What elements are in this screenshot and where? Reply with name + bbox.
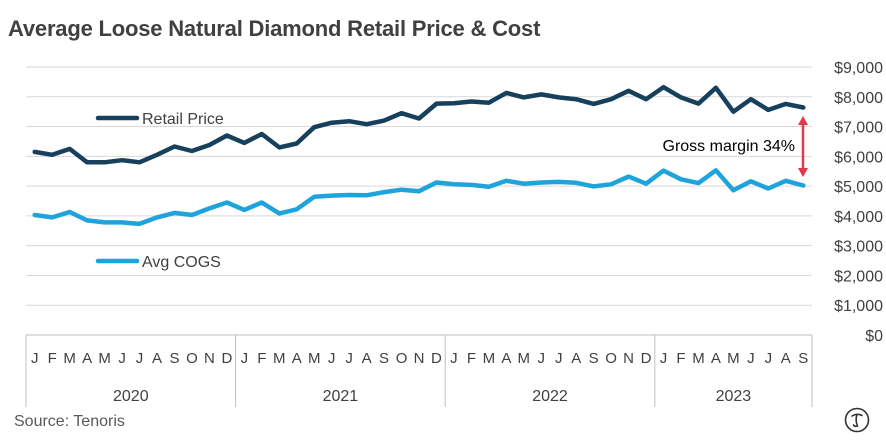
x-tick-label: J: [765, 350, 773, 367]
x-tick-label: O: [396, 350, 408, 367]
x-tick-label: D: [221, 350, 232, 367]
x-axis-years: 2020 2021 2022 2023: [113, 388, 751, 405]
x-tick-label: S: [589, 350, 599, 367]
x-tick-label: J: [118, 350, 126, 367]
y-tick-label: $2,000: [834, 268, 883, 285]
year-label: 2023: [716, 388, 752, 405]
x-tick-label: J: [31, 350, 39, 367]
x-tick-label: F: [467, 350, 476, 367]
x-tick-label: D: [641, 350, 652, 367]
x-tick-label: M: [98, 350, 111, 367]
x-tick-label: D: [431, 350, 442, 367]
y-tick-label: $8,000: [834, 90, 883, 107]
year-label: 2022: [532, 388, 568, 405]
y-tick-label: $6,000: [834, 149, 883, 166]
x-tick-label: M: [518, 350, 531, 367]
x-tick-label: J: [450, 350, 458, 367]
x-tick-label: J: [345, 350, 353, 367]
legend-label: Avg COGS: [142, 254, 221, 271]
x-tick-label: M: [483, 350, 496, 367]
x-tick-label: F: [257, 350, 266, 367]
x-tick-label: A: [781, 350, 791, 367]
y-tick-label: $9,000: [834, 60, 883, 77]
margin-arrow-head-top: [798, 116, 808, 125]
chart-title: Average Loose Natural Diamond Retail Pri…: [8, 16, 541, 41]
x-tick-label: M: [308, 350, 321, 367]
x-tick-label: A: [152, 350, 162, 367]
x-tick-label: A: [292, 350, 302, 367]
y-tick-label: $0: [865, 328, 883, 345]
x-tick-label: S: [379, 350, 389, 367]
y-axis-ticks: $0 $1,000 $2,000 $3,000 $4,000 $5,000 $6,000 $7…: [834, 60, 883, 345]
x-tick-label: A: [501, 350, 511, 367]
year-label: 2021: [323, 388, 359, 405]
legend: Retail Price Avg COGS: [95, 111, 224, 271]
year-label: 2020: [113, 388, 149, 405]
x-tick-label: M: [273, 350, 286, 367]
source-note: Source: Tenoris: [14, 413, 125, 430]
x-tick-label: M: [63, 350, 76, 367]
x-tick-label: S: [798, 350, 808, 367]
legend-label: Retail Price: [142, 111, 224, 128]
x-tick-label: M: [727, 350, 740, 367]
x-tick-label: A: [82, 350, 92, 367]
x-tick-label: O: [605, 350, 617, 367]
x-tick-label: N: [204, 350, 215, 367]
gross-margin-annotation: Gross margin 34%: [663, 116, 808, 177]
x-tick-label: J: [555, 350, 563, 367]
x-tick-label: J: [538, 350, 546, 367]
x-tick-label: A: [711, 350, 721, 367]
x-tick-label: A: [571, 350, 581, 367]
y-tick-label: $5,000: [834, 179, 883, 196]
x-tick-label: N: [414, 350, 425, 367]
margin-arrow-head-bottom: [798, 168, 808, 177]
x-tick-label: N: [623, 350, 634, 367]
margin-annotation-label: Gross margin 34%: [663, 138, 796, 155]
x-tick-label: F: [676, 350, 685, 367]
x-tick-label: A: [362, 350, 372, 367]
y-tick-label: $3,000: [834, 239, 883, 256]
y-tick-label: $4,000: [834, 209, 883, 226]
y-tick-label: $7,000: [834, 120, 883, 137]
x-tick-label: J: [747, 350, 755, 367]
x-tick-label: J: [241, 350, 249, 367]
x-axis-frame: [25, 334, 813, 407]
x-tick-label: J: [136, 350, 144, 367]
x-tick-label: S: [169, 350, 179, 367]
y-tick-label: $1,000: [834, 298, 883, 315]
x-tick-label: J: [660, 350, 668, 367]
x-tick-label: F: [48, 350, 57, 367]
series-lines: [32, 84, 806, 227]
tenoris-logo-icon: [844, 407, 870, 433]
x-tick-label: J: [328, 350, 336, 367]
x-tick-label: M: [692, 350, 705, 367]
x-tick-label: O: [186, 350, 198, 367]
